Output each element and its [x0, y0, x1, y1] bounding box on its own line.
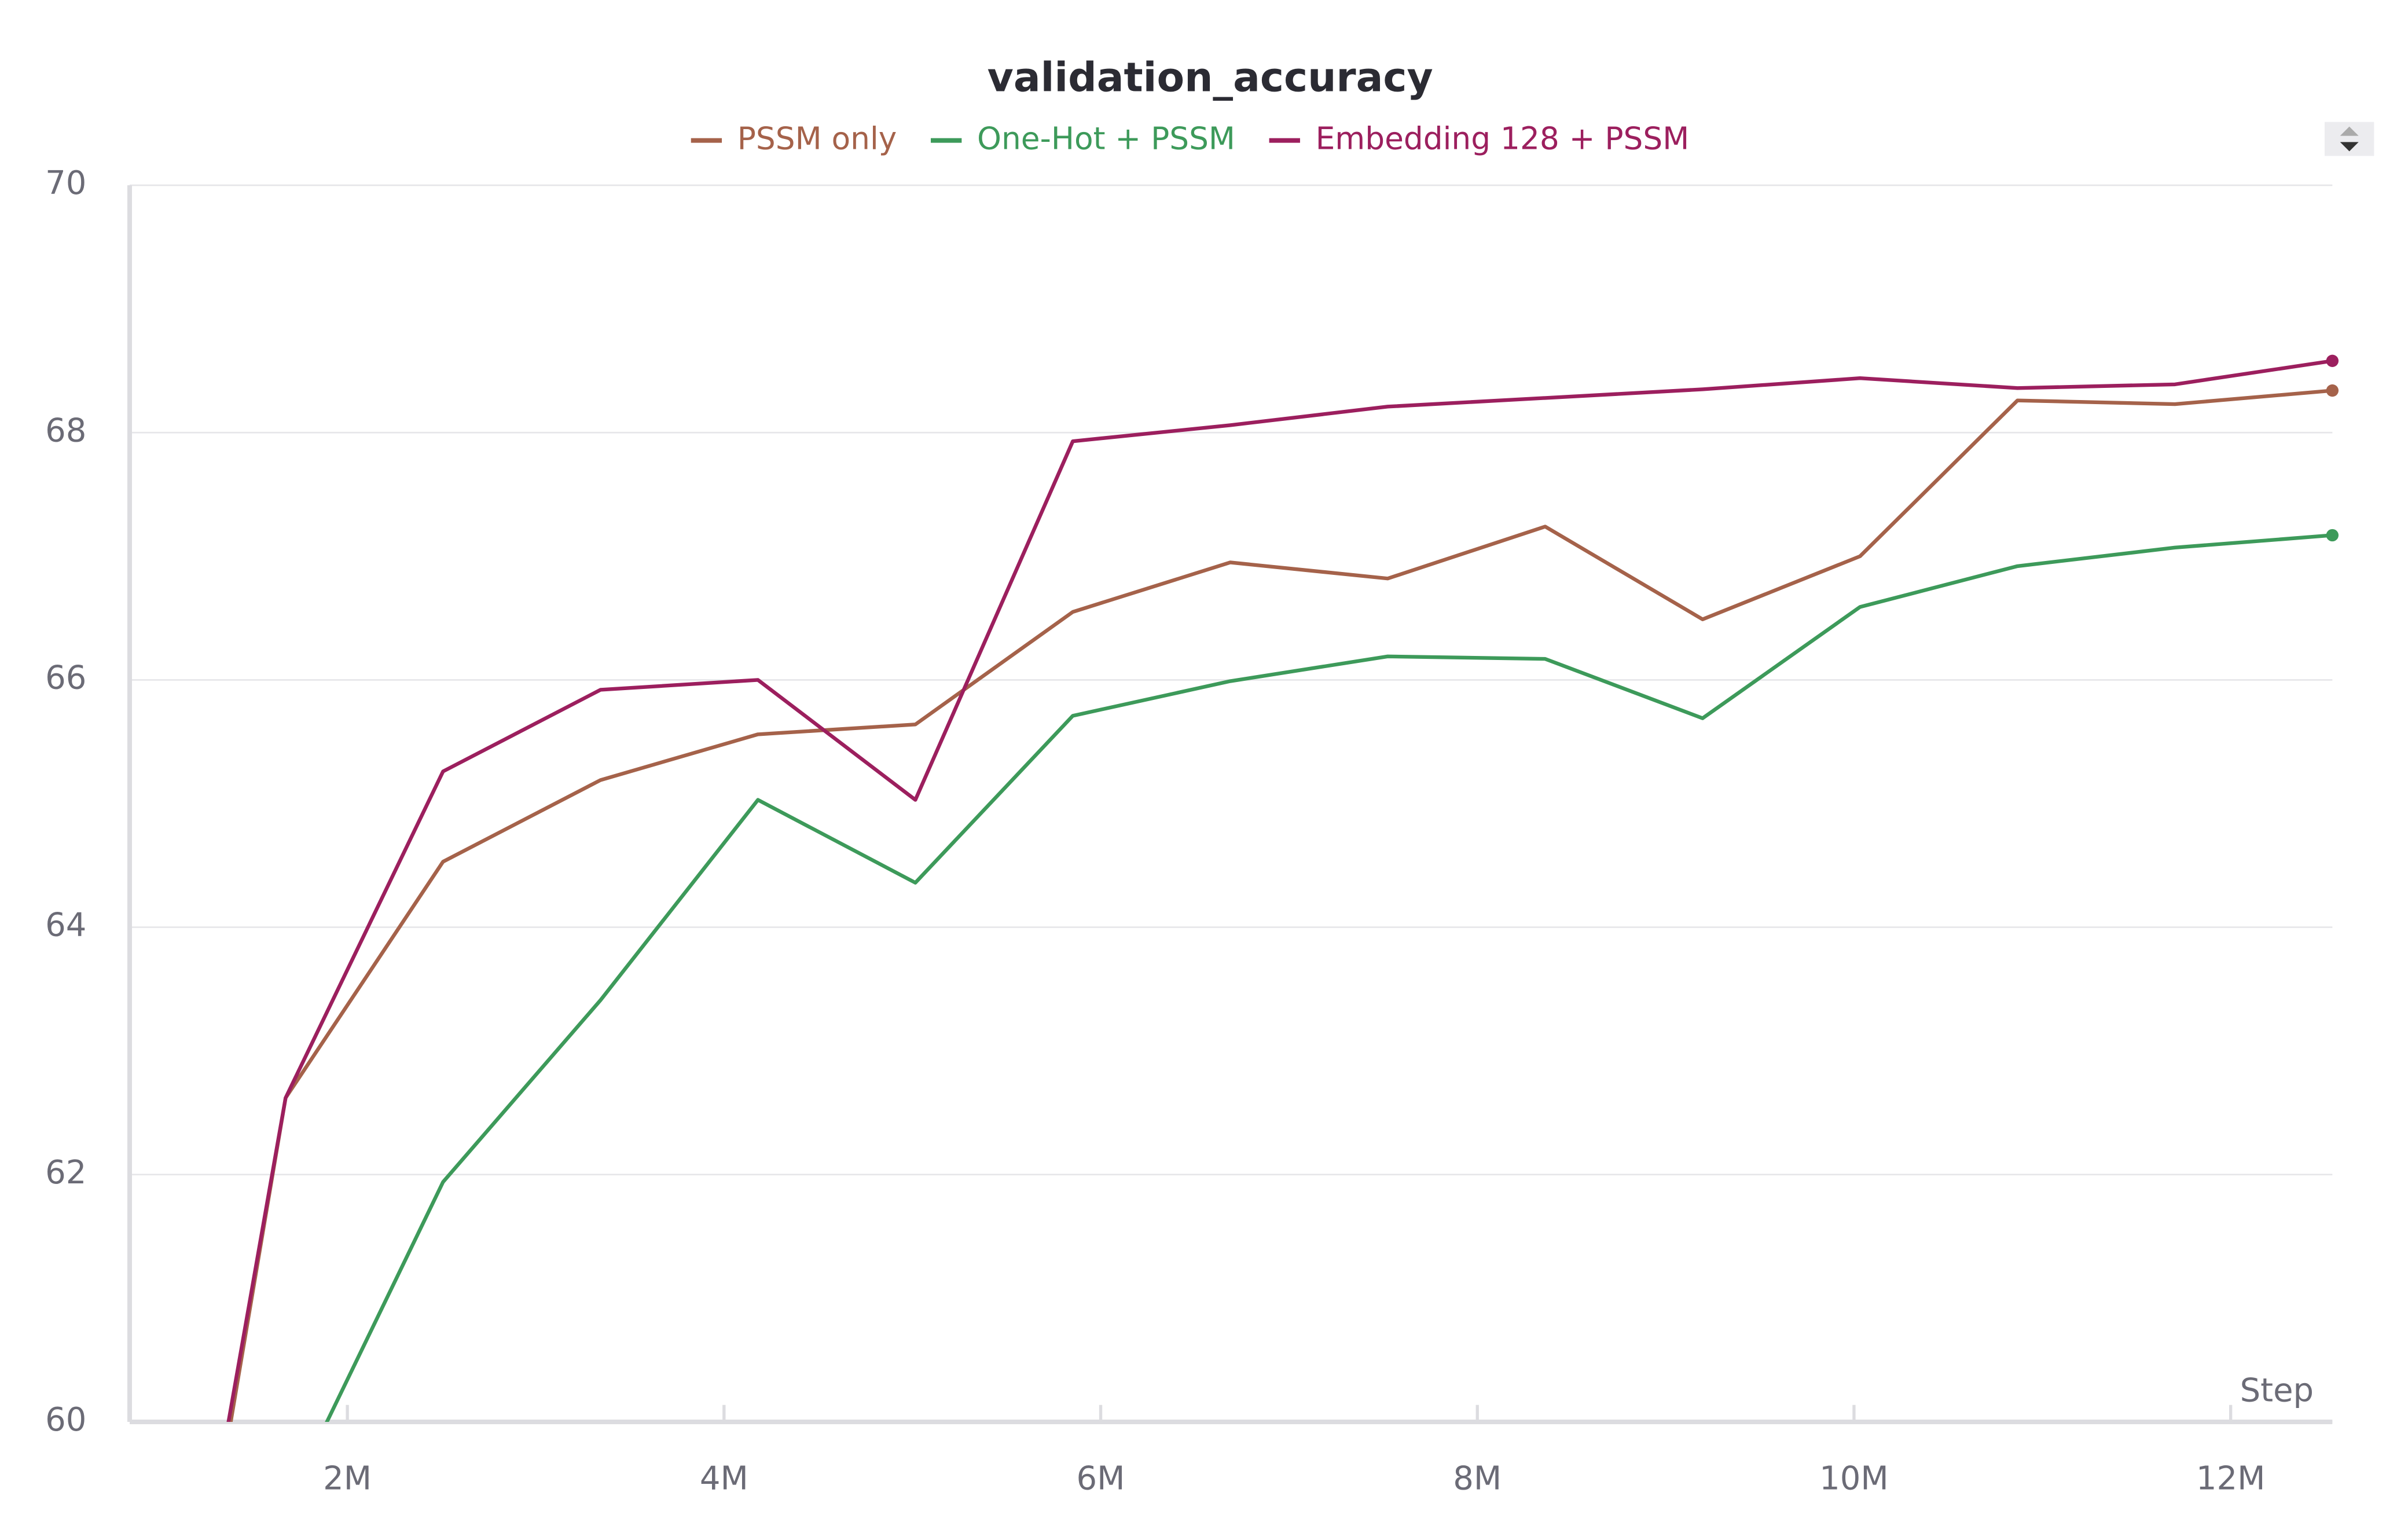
legend-scroll[interactable] [2325, 122, 2374, 156]
series-line [325, 533, 2333, 1422]
end-point [2326, 529, 2339, 542]
scroll-up[interactable] [2340, 126, 2359, 136]
x-tick-label: 4M [700, 1460, 748, 1497]
series-line [229, 388, 2333, 1422]
y-tick-label: 62 [45, 1154, 86, 1191]
legend-label: One-Hot + PSSM [977, 120, 1235, 156]
plot-area [226, 359, 2333, 1422]
y-tick-label: 70 [45, 164, 86, 202]
end-point [2326, 384, 2339, 397]
legend-label: Embedding 128 + PSSM [1316, 120, 1690, 156]
legend-item: PSSM only [691, 120, 897, 156]
x-tick-label: 12M [2196, 1460, 2266, 1497]
y-tick-label: 68 [45, 412, 86, 449]
series-line [226, 359, 2333, 1422]
legend: PSSM only One-Hot + PSSM Embedding 128 + P… [691, 120, 1690, 156]
y-tick-label: 60 [45, 1401, 86, 1439]
legend-label: PSSM only [737, 120, 897, 156]
end-point [2326, 354, 2339, 367]
x-tick-label: 8M [1453, 1460, 1502, 1497]
x-tick-label: 6M [1077, 1460, 1125, 1497]
y-tick-label: 64 [45, 907, 86, 944]
legend-item: One-Hot + PSSM [931, 120, 1235, 156]
legend-item: Embedding 128 + PSSM [1269, 120, 1690, 156]
y-tick-label: 66 [45, 659, 86, 697]
x-tick-label: 10M [1819, 1460, 1889, 1497]
x-tick-label: 2M [323, 1460, 372, 1497]
scroll-down[interactable] [2340, 142, 2359, 152]
x-axis-label: Step [2240, 1372, 2314, 1409]
chart-title: validation_accuracy [988, 55, 1433, 101]
